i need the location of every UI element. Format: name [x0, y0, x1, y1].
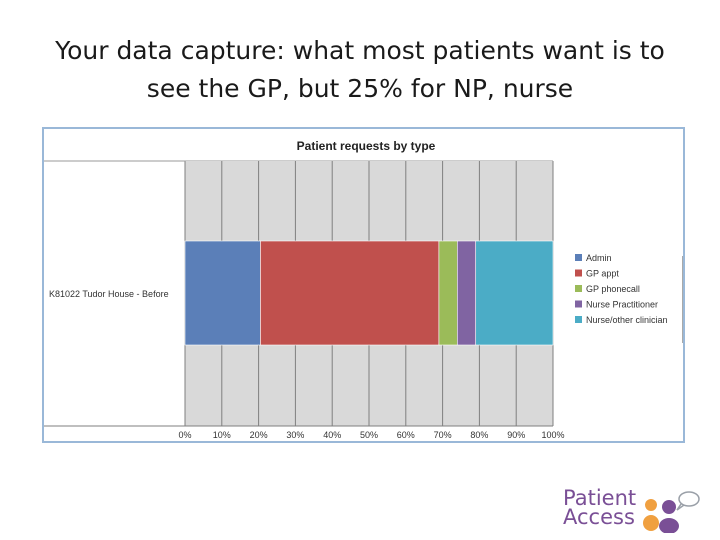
- x-tick-label: 60%: [397, 430, 415, 440]
- x-tick-label: 30%: [286, 430, 304, 440]
- logo-line-1: Patient: [563, 486, 637, 510]
- bar-segment: [475, 240, 554, 346]
- bar-segment: [260, 240, 440, 346]
- legend-swatch: [575, 269, 582, 277]
- x-tick-label: 10%: [213, 430, 231, 440]
- legend-label: Nurse Practitioner: [586, 300, 658, 310]
- logo-text: Patient Access: [563, 486, 637, 529]
- logo-line-2: Access: [563, 505, 635, 529]
- bar-segment: [438, 240, 458, 346]
- legend-label: GP appt: [586, 269, 619, 279]
- people-speech-icon: [643, 491, 700, 533]
- x-tick-label: 20%: [250, 430, 268, 440]
- x-tick-label: 50%: [360, 430, 378, 440]
- chart-title: Patient requests by type: [297, 139, 436, 153]
- x-tick-label: 90%: [507, 430, 525, 440]
- chart-frame: Patient requests by type K81022 Tudor Hou…: [42, 127, 685, 443]
- bar-segment: [457, 240, 477, 346]
- legend-label: Admin: [586, 253, 612, 263]
- stacked-bar-chart: Patient requests by type K81022 Tudor Hou…: [44, 139, 683, 440]
- legend-swatch: [575, 254, 582, 261]
- slide-title: Your data capture: what most patients wa…: [0, 32, 720, 108]
- patient-access-logo: Patient Access: [563, 486, 713, 533]
- legend-swatch: [575, 285, 582, 292]
- slide-title-line-2: see the GP, but 25% for NP, nurse: [146, 74, 574, 103]
- x-tick-label: 0%: [178, 430, 191, 440]
- x-tick-label: 70%: [434, 430, 452, 440]
- category-label: K81022 Tudor House - Before: [49, 289, 169, 299]
- legend-swatch: [575, 316, 582, 323]
- legend-label: GP phonecall: [586, 284, 640, 294]
- legend-label: Nurse/other clinician: [586, 315, 668, 325]
- slide-title-line-1: Your data capture: what most patients wa…: [55, 36, 665, 65]
- x-tick-label: 100%: [541, 430, 564, 440]
- legend-swatch: [575, 300, 582, 308]
- x-tick-label: 80%: [470, 430, 488, 440]
- bar-segment: [184, 240, 261, 346]
- x-tick-label: 40%: [323, 430, 341, 440]
